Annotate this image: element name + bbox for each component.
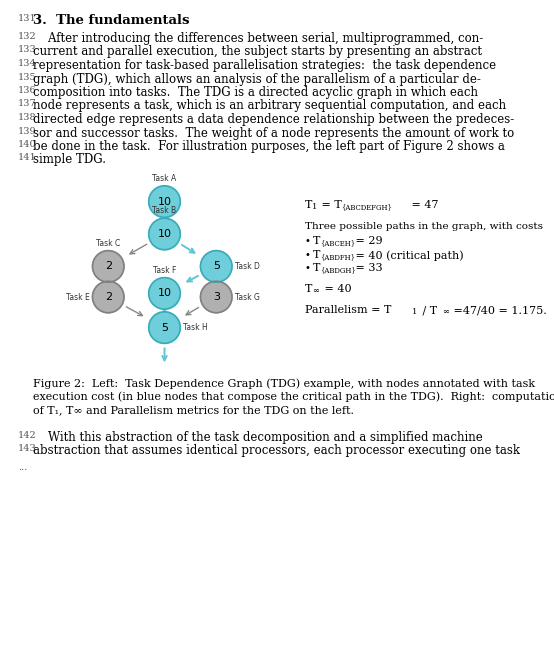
Text: of T₁, T∞ and Parallelism metrics for the TDG on the left.: of T₁, T∞ and Parallelism metrics for th… [33, 405, 354, 415]
Text: 134: 134 [18, 59, 37, 68]
Text: current and parallel execution, the subject starts by presenting an abstract: current and parallel execution, the subj… [33, 45, 482, 58]
Text: = 47: = 47 [408, 200, 439, 210]
Text: 140: 140 [18, 140, 37, 149]
Text: 138: 138 [18, 113, 37, 122]
Circle shape [201, 251, 232, 282]
Text: Task C: Task C [96, 238, 120, 248]
Text: Task H: Task H [183, 323, 208, 332]
Text: 136: 136 [18, 86, 37, 95]
Text: 131: 131 [18, 14, 37, 23]
Text: node represents a task, which is an arbitrary sequential computation, and each: node represents a task, which is an arbi… [33, 100, 506, 113]
Text: {ABCEH}: {ABCEH} [320, 240, 355, 248]
Text: 137: 137 [18, 100, 37, 109]
Text: 5: 5 [213, 261, 220, 271]
Text: 1: 1 [312, 203, 317, 211]
Text: ...: ... [18, 462, 27, 472]
Text: 133: 133 [18, 45, 37, 54]
Text: Task E: Task E [66, 293, 90, 301]
Text: •: • [305, 236, 311, 246]
Circle shape [149, 186, 180, 217]
Text: 5: 5 [161, 323, 168, 333]
Text: abstraction that assumes identical processors, each processor executing one task: abstraction that assumes identical proce… [33, 444, 520, 457]
Text: {ABDGH}: {ABDGH} [320, 267, 356, 274]
Text: T: T [305, 200, 312, 210]
Circle shape [93, 281, 124, 312]
Text: T: T [313, 263, 320, 273]
Text: {ABDFH}: {ABDFH} [320, 253, 355, 261]
Text: graph (TDG), which allows an analysis of the parallelism of a particular de-: graph (TDG), which allows an analysis of… [33, 73, 481, 86]
Text: T: T [313, 236, 320, 246]
Text: 2: 2 [105, 261, 112, 271]
Circle shape [149, 312, 180, 343]
Text: Figure 2:  Left:  Task Dependence Graph (TDG) example, with nodes annotated with: Figure 2: Left: Task Dependence Graph (T… [33, 378, 535, 388]
Text: 10: 10 [157, 229, 172, 239]
Text: = T: = T [318, 200, 342, 210]
Text: {ABCDEFGH}: {ABCDEFGH} [341, 203, 392, 211]
Text: After introducing the differences between serial, multiprogrammed, con-: After introducing the differences betwee… [33, 32, 483, 45]
Text: T: T [305, 284, 312, 293]
Text: Task G: Task G [235, 293, 260, 301]
Text: ∞: ∞ [442, 309, 449, 316]
Text: ∞: ∞ [312, 287, 319, 295]
Text: = 40: = 40 [321, 284, 352, 293]
Text: 3.  The fundamentals: 3. The fundamentals [33, 14, 189, 27]
Circle shape [149, 278, 180, 309]
Text: execution cost (in blue nodes that compose the critical path in the TDG).  Right: execution cost (in blue nodes that compo… [33, 392, 554, 402]
Text: Task B: Task B [152, 206, 177, 215]
Text: representation for task-based parallelisation strategies:  the task dependence: representation for task-based parallelis… [33, 59, 496, 72]
Text: Task F: Task F [153, 266, 176, 274]
Text: = 40 (critical path): = 40 (critical path) [352, 250, 464, 261]
Text: = 29: = 29 [352, 236, 383, 246]
Text: 135: 135 [18, 73, 37, 81]
Text: 1: 1 [412, 309, 417, 316]
Circle shape [149, 218, 180, 250]
Text: / T: / T [419, 305, 437, 315]
Text: Three possible paths in the graph, with costs: Three possible paths in the graph, with … [305, 221, 543, 231]
Text: =47/40 = 1.175.: =47/40 = 1.175. [450, 305, 547, 315]
Text: 141: 141 [18, 153, 37, 162]
Text: Parallelism = T: Parallelism = T [305, 305, 391, 315]
Text: Task D: Task D [235, 262, 260, 271]
Text: simple TDG.: simple TDG. [33, 153, 106, 166]
Text: 139: 139 [18, 126, 37, 136]
Text: 2: 2 [105, 292, 112, 302]
Circle shape [201, 281, 232, 312]
Text: 132: 132 [18, 32, 37, 41]
Text: directed edge represents a data dependence relationship between the predeces-: directed edge represents a data dependen… [33, 113, 514, 126]
Text: 10: 10 [157, 196, 172, 206]
Text: Task A: Task A [152, 174, 177, 183]
Text: •: • [305, 263, 311, 273]
Text: = 33: = 33 [352, 263, 383, 273]
Text: be done in the task.  For illustration purposes, the left part of Figure 2 shows: be done in the task. For illustration pu… [33, 140, 505, 153]
Circle shape [93, 251, 124, 282]
Text: With this abstraction of the task decomposition and a simplified machine: With this abstraction of the task decomp… [33, 430, 483, 443]
Text: 3: 3 [213, 292, 220, 302]
Text: T: T [313, 250, 320, 260]
Text: 10: 10 [157, 288, 172, 299]
Text: sor and successor tasks.  The weight of a node represents the amount of work to: sor and successor tasks. The weight of a… [33, 126, 514, 140]
Text: composition into tasks.  The TDG is a directed acyclic graph in which each: composition into tasks. The TDG is a dir… [33, 86, 478, 99]
Text: •: • [305, 250, 311, 260]
Text: 143: 143 [18, 444, 37, 453]
Text: 142: 142 [18, 430, 37, 440]
